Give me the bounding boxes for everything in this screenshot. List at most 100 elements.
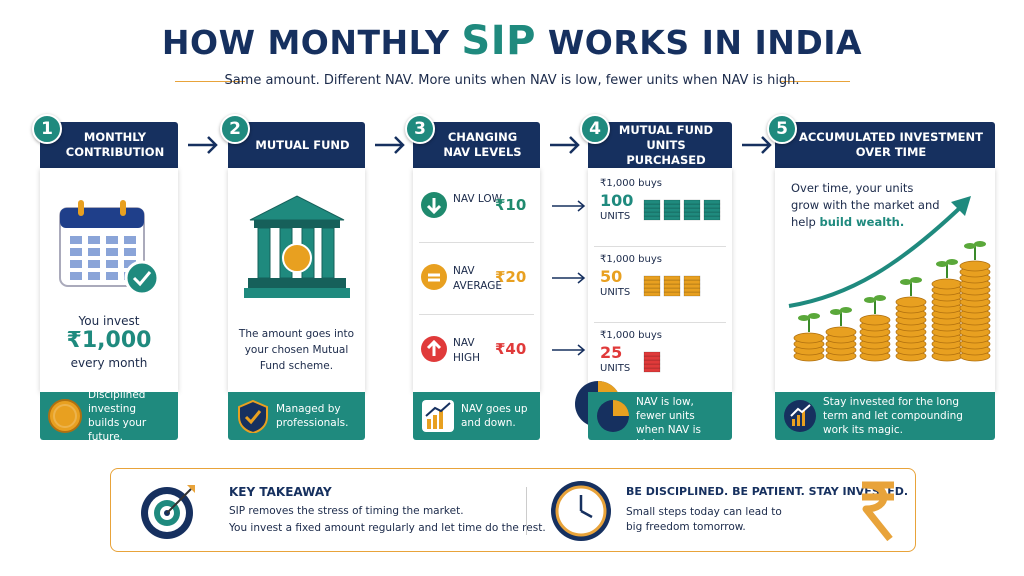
clock-icon <box>551 481 611 541</box>
row-arrow <box>550 198 586 217</box>
units-label: UNITS <box>600 287 631 298</box>
calendar-icon <box>54 196 164 300</box>
nav-label: NAV HIGH <box>453 337 481 364</box>
takeaway-heading: KEY TAKEAWAY <box>229 485 332 499</box>
footer-icon-svg <box>784 400 816 432</box>
coin-stacks-svg <box>643 275 701 297</box>
bank-icon-svg <box>244 195 350 298</box>
bank-icon <box>242 190 352 306</box>
footer-icon-svg <box>48 399 82 433</box>
title-end: WORKS IN INDIA <box>547 23 863 62</box>
rupee-icon <box>862 481 894 542</box>
step-card: NAV LOW ₹10 NAV AVERAGE ₹20 NAV HIGH ₹40 <box>413 168 586 392</box>
nav-icon-svg <box>421 336 447 362</box>
row-divider <box>594 322 726 323</box>
buys-label: ₹1,000 buys <box>600 254 662 265</box>
units-value: 100 <box>600 191 634 210</box>
coin-stacks <box>640 266 730 302</box>
row-divider <box>419 314 534 315</box>
arrow <box>548 134 582 160</box>
growth-chart <box>779 176 993 376</box>
step-number: 4 <box>580 114 610 144</box>
body-highlight: build wealth. <box>819 215 905 229</box>
takeaway-line: You invest a fixed amount regularly and … <box>229 522 546 534</box>
footer-icon <box>236 399 270 437</box>
rule <box>780 81 850 82</box>
arrow-svg <box>550 136 580 154</box>
nav-icon <box>421 264 447 294</box>
title-highlight: SIP <box>461 18 536 64</box>
step-header: CHANGING NAV LEVELS <box>413 122 540 168</box>
title: HOW MONTHLY SIP WORKS IN INDIA <box>0 18 1024 64</box>
row-arrow-svg <box>552 344 586 356</box>
divider <box>526 487 527 535</box>
step-number: 5 <box>767 114 797 144</box>
footer-icon-svg <box>238 399 268 435</box>
nav-value: ₹10 <box>495 196 527 214</box>
rule <box>175 81 245 82</box>
subtitle: Same amount. Different NAV. More units w… <box>224 73 800 88</box>
body-text: You invest <box>78 314 140 328</box>
body-text-part: Over time, your units grow with the mark… <box>791 181 940 229</box>
nav-value: ₹20 <box>495 268 527 286</box>
coin-stacks <box>640 190 730 226</box>
step-card: You invest ₹1,000 every month <box>40 168 178 392</box>
nav-label: NAV LOW <box>453 193 503 205</box>
row-arrow <box>550 270 586 289</box>
units-label: UNITS <box>600 211 631 222</box>
step-header: ACCUMULATED INVESTMENT OVER TIME <box>775 122 995 168</box>
footer-icon-svg <box>422 400 454 432</box>
units-value: 25 <box>600 343 623 362</box>
nav-label: NAV AVERAGE <box>453 265 502 292</box>
step-header: MUTUAL FUND <box>228 122 365 168</box>
step-card: Over time, your units grow with the mark… <box>775 168 995 392</box>
body-text: The amount goes into your chosen Mutual … <box>238 328 355 372</box>
row-arrow-svg <box>552 200 586 212</box>
row-divider <box>594 246 726 247</box>
coin-stacks-svg <box>643 351 661 373</box>
arrow <box>740 134 774 160</box>
calendar-icon-svg <box>59 200 160 296</box>
row-divider <box>419 242 534 243</box>
takeaway-box: KEY TAKEAWAY SIP removes the stress of t… <box>110 468 916 552</box>
step-card: ₹1,000 buys 100 UNITS ₹1,000 buys 50 UNITS ₹1,… <box>575 168 732 427</box>
body-text: every month <box>70 356 148 370</box>
coin-stacks <box>640 342 730 378</box>
takeaway-line: SIP removes the stress of timing the mar… <box>229 505 464 517</box>
step-header: MUTUAL FUND UNITS PURCHASED <box>588 122 732 168</box>
buys-label: ₹1,000 buys <box>600 330 662 341</box>
body-text: Over time, your units grow with the mark… <box>791 180 941 231</box>
buys-label: ₹1,000 buys <box>600 178 662 189</box>
footer-icon <box>596 399 630 437</box>
coin-stacks-svg <box>643 199 721 221</box>
motto-text: Small steps today can lead to big freedo… <box>626 506 782 533</box>
footer-icon <box>421 399 455 437</box>
title-start: HOW MONTHLY <box>161 23 450 62</box>
arrow <box>186 134 220 160</box>
step-number: 3 <box>405 114 435 144</box>
growth-chart-svg <box>788 196 991 362</box>
step-number: 1 <box>32 114 62 144</box>
row-arrow <box>550 342 586 361</box>
arrow-svg <box>375 136 405 154</box>
nav-value: ₹40 <box>495 340 527 358</box>
step-header: MONTHLY CONTRIBUTION <box>40 122 178 168</box>
nav-icon <box>421 192 447 222</box>
units-label: UNITS <box>600 363 631 374</box>
footer-icon-svg <box>597 400 629 432</box>
arrow <box>373 134 407 160</box>
footer-icon <box>48 399 82 437</box>
nav-icon-svg <box>421 192 447 218</box>
motto: BE DISCIPLINED. BE PATIENT. STAY INVESTE… <box>626 485 909 498</box>
arrow-svg <box>188 136 218 154</box>
target-icon <box>141 485 195 539</box>
nav-icon <box>421 336 447 366</box>
units-value: 50 <box>600 267 623 286</box>
body-amount: ₹1,000 <box>66 328 152 353</box>
footer-icon <box>783 399 817 437</box>
arrow-svg <box>742 136 772 154</box>
row-arrow-svg <box>552 272 586 284</box>
step-number: 2 <box>220 114 250 144</box>
nav-icon-svg <box>421 264 447 290</box>
